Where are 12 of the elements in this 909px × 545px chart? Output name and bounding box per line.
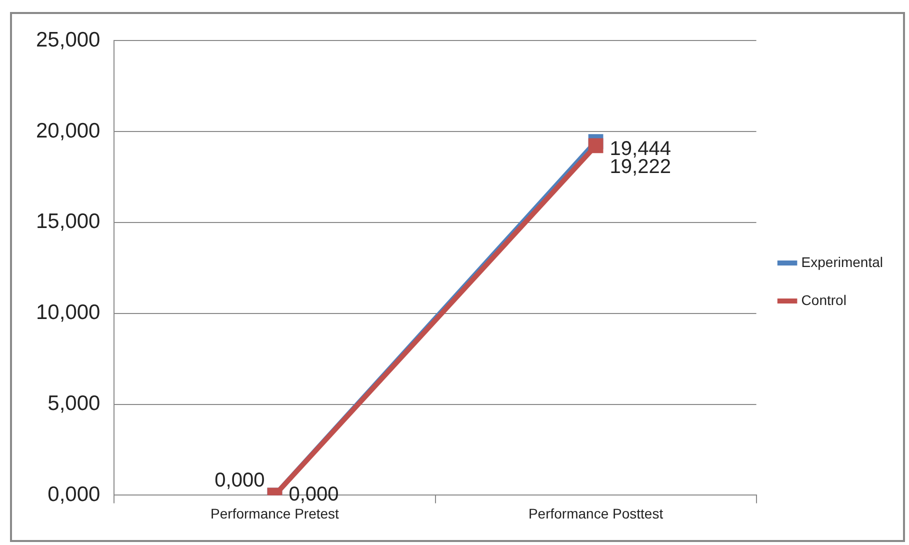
x-tick-label: Performance Pretest — [210, 505, 340, 522]
y-tick-label: 20,000 — [36, 119, 100, 142]
y-tick-label: 0,000 — [48, 482, 100, 506]
y-tick-label: 25,000 — [36, 28, 100, 52]
legend-label: Experimental — [801, 254, 883, 270]
x-tick-label: Performance Posttest — [528, 505, 664, 522]
y-tick-label: 10,000 — [36, 301, 100, 324]
data-label: 0,000 — [288, 484, 339, 506]
y-tick-label: 5,000 — [48, 392, 100, 416]
y-tick-label: 15,000 — [36, 210, 100, 234]
legend-label: Control — [801, 292, 846, 308]
data-label: 0,000 — [214, 470, 265, 492]
